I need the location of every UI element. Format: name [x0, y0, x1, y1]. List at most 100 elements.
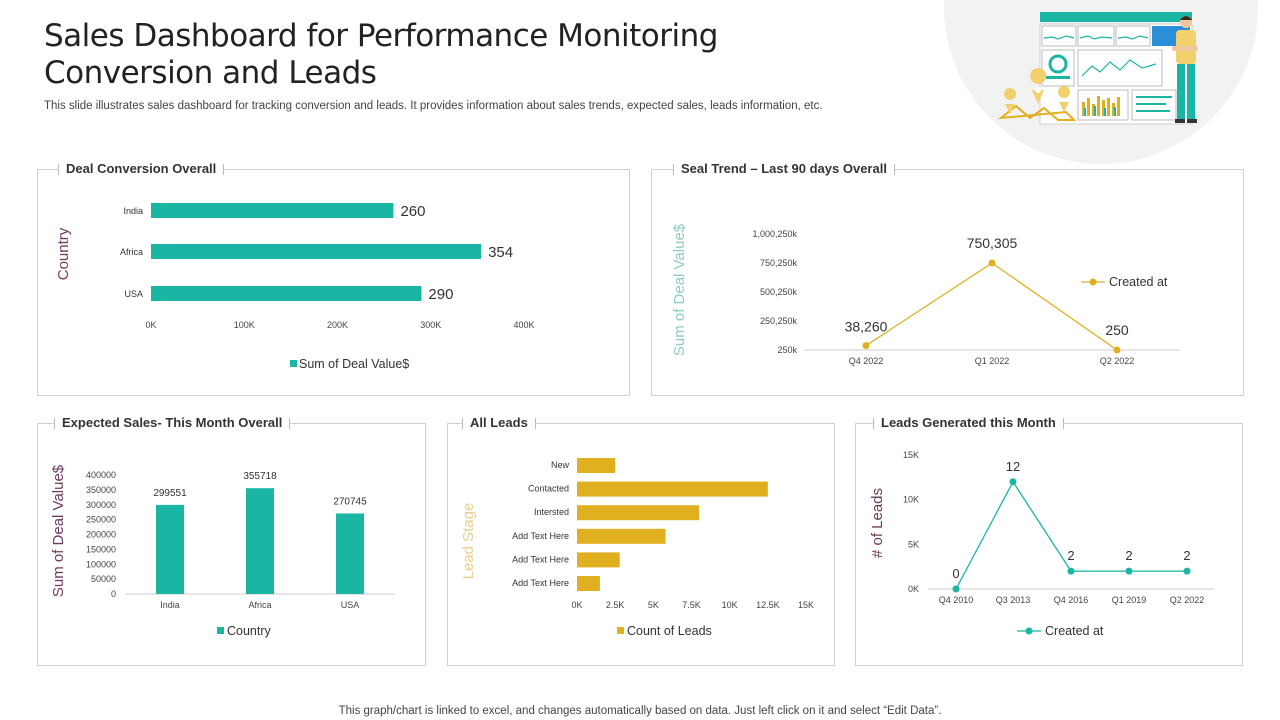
- leads-generated-chart: # of Leads 15K 10K 5K 0K 0 Q4 2010 12 Q3 2013 2 Q4…: [869, 450, 1214, 638]
- all-leads-bar: [577, 458, 616, 473]
- deal-conversion-data-label: 354: [488, 244, 513, 261]
- seal-trend-data-label: 250: [1105, 322, 1129, 338]
- deal-conversion-legend-label: Sum of Deal Value$: [299, 357, 409, 371]
- expected-sales-ytick: 400000: [86, 470, 116, 480]
- seal-trend-xtick: Q2 2022: [1100, 356, 1135, 366]
- leads-generated-data-label: 2: [1183, 548, 1190, 563]
- seal-trend-ytick: 250k: [777, 345, 797, 355]
- all-leads-category-label: Add Text Here: [512, 578, 569, 588]
- seal-trend-chart: Sum of Deal Value$ 1,000,250k 750,250k 500,…: [671, 223, 1180, 366]
- expected-sales-data-label: 355718: [243, 471, 277, 482]
- leads-generated-xtick: Q1 2019: [1112, 595, 1147, 605]
- deal-conversion-bar: [151, 244, 482, 259]
- all-leads-bar: [577, 481, 768, 497]
- deal-conversion-xtick: 0K: [145, 320, 156, 330]
- seal-trend-point: [988, 259, 996, 267]
- expected-sales-panel[interactable]: Expected Sales- This Month Overall Sum o…: [37, 415, 426, 666]
- expected-sales-xtick: Africa: [248, 600, 271, 610]
- leads-generated-data-label: 12: [1006, 459, 1020, 474]
- deal-conversion-data-label: 260: [400, 203, 425, 220]
- deal-conversion-xtick: 400K: [513, 320, 534, 330]
- deal-conversion-title: Deal Conversion Overall: [58, 161, 225, 176]
- leads-generated-data-label: 2: [1125, 548, 1132, 563]
- leads-generated-point: [1183, 567, 1191, 575]
- all-leads-xtick: 5K: [648, 600, 659, 610]
- all-leads-category-label: New: [551, 460, 570, 470]
- leads-generated-data-label: 0: [952, 566, 959, 581]
- expected-sales-ytick: 100000: [86, 559, 116, 569]
- leads-generated-point: [1125, 567, 1133, 575]
- all-leads-category-label: Add Text Here: [512, 554, 569, 564]
- all-leads-category-label: Contacted: [528, 484, 569, 494]
- seal-trend-point: [1113, 346, 1121, 354]
- deal-conversion-category-label: Africa: [120, 247, 143, 257]
- deal-conversion-xtick: 300K: [420, 320, 441, 330]
- all-leads-legend-swatch: [617, 627, 624, 634]
- page-title-line1: Sales Dashboard for Performance Monitori…: [44, 18, 718, 54]
- leads-generated-xtick: Q4 2010: [939, 595, 974, 605]
- deal-conversion-category-label: India: [123, 206, 143, 216]
- leads-generated-ytick: 10K: [903, 495, 919, 505]
- expected-sales-bar: [336, 513, 364, 594]
- seal-trend-xtick: Q1 2022: [975, 356, 1010, 366]
- expected-sales-data-label: 299551: [153, 488, 187, 499]
- all-leads-bar: [577, 505, 700, 521]
- all-leads-ylabel: Lead Stage: [460, 503, 477, 580]
- expected-sales-chart: Sum of Deal Value$ 400000 350000 300000 2500…: [50, 464, 395, 638]
- seal-trend-legend-label: Created at: [1109, 275, 1168, 289]
- leads-generated-point: [1067, 567, 1075, 575]
- deal-conversion-legend-swatch: [290, 360, 297, 367]
- leads-generated-legend-label: Created at: [1045, 624, 1104, 638]
- leads-generated-data-label: 2: [1067, 548, 1074, 563]
- deal-conversion-data-label: 290: [428, 286, 453, 303]
- page-title-line2: Conversion and Leads: [44, 55, 377, 91]
- seal-trend-point: [862, 342, 870, 350]
- expected-sales-ytick: 300000: [86, 500, 116, 510]
- all-leads-category-label: Add Text Here: [512, 531, 569, 541]
- seal-trend-legend-marker: [1089, 278, 1097, 286]
- all-leads-category-label: Intersted: [534, 507, 569, 517]
- all-leads-xtick: 15K: [798, 600, 814, 610]
- expected-sales-xtick: India: [160, 600, 180, 610]
- expected-sales-bar: [156, 504, 184, 594]
- leads-generated-xtick: Q2 2022: [1170, 595, 1205, 605]
- all-leads-xtick: 7.5K: [682, 600, 701, 610]
- expected-sales-bar: [246, 488, 274, 594]
- leads-generated-legend-marker: [1025, 627, 1033, 635]
- expected-sales-ylabel: Sum of Deal Value$: [50, 464, 67, 597]
- leads-generated-point: [1009, 478, 1017, 486]
- deal-conversion-xtick: 100K: [234, 320, 255, 330]
- all-leads-bar: [577, 528, 666, 544]
- expected-sales-legend-swatch: [217, 627, 224, 634]
- dashboard-person-illustration: [997, 12, 1198, 125]
- expected-sales-ytick: 0: [111, 589, 116, 599]
- seal-trend-ytick: 250,250k: [760, 316, 798, 326]
- expected-sales-xtick: USA: [341, 600, 360, 610]
- deal-conversion-bar: [151, 286, 422, 301]
- expected-sales-data-label: 270745: [333, 496, 367, 507]
- leads-generated-xtick: Q4 2016: [1054, 595, 1089, 605]
- leads-generated-panel[interactable]: Leads Generated this Month # of Leads 15K…: [855, 415, 1243, 666]
- seal-trend-line: [865, 262, 1118, 351]
- leads-generated-ytick: 5K: [908, 539, 919, 549]
- deal-conversion-category-label: USA: [124, 289, 143, 299]
- seal-trend-title: Seal Trend – Last 90 days Overall: [673, 161, 895, 176]
- expected-sales-legend-label: Country: [227, 624, 272, 638]
- all-leads-chart: Lead Stage New Contacted Intersted Add Text …: [460, 458, 814, 638]
- deal-conversion-panel[interactable]: Deal Conversion Overall Country India 260 A…: [37, 161, 630, 396]
- leads-generated-xtick: Q3 2013: [996, 595, 1031, 605]
- page-title: Sales Dashboard for Performance Monitori…: [44, 18, 718, 92]
- seal-trend-xtick: Q4 2022: [849, 356, 884, 366]
- seal-trend-data-label: 38,260: [845, 319, 888, 335]
- expected-sales-ytick: 250000: [86, 515, 116, 525]
- leads-generated-title: Leads Generated this Month: [873, 415, 1064, 430]
- footer-note: This graph/chart is linked to excel, and…: [338, 705, 942, 717]
- seal-trend-panel[interactable]: Seal Trend – Last 90 days Overall Sum of…: [651, 161, 1244, 396]
- all-leads-panel[interactable]: All Leads Lead Stage New Contacted Interste…: [447, 415, 835, 666]
- seal-trend-ytick: 1,000,250k: [752, 229, 797, 239]
- all-leads-title: All Leads: [462, 415, 536, 430]
- page-subtitle: This slide illustrates sales dashboard f…: [44, 100, 823, 112]
- leads-generated-ytick: 15K: [903, 450, 919, 460]
- expected-sales-ytick: 50000: [91, 574, 116, 584]
- seal-trend-data-label: 750,305: [967, 235, 1018, 251]
